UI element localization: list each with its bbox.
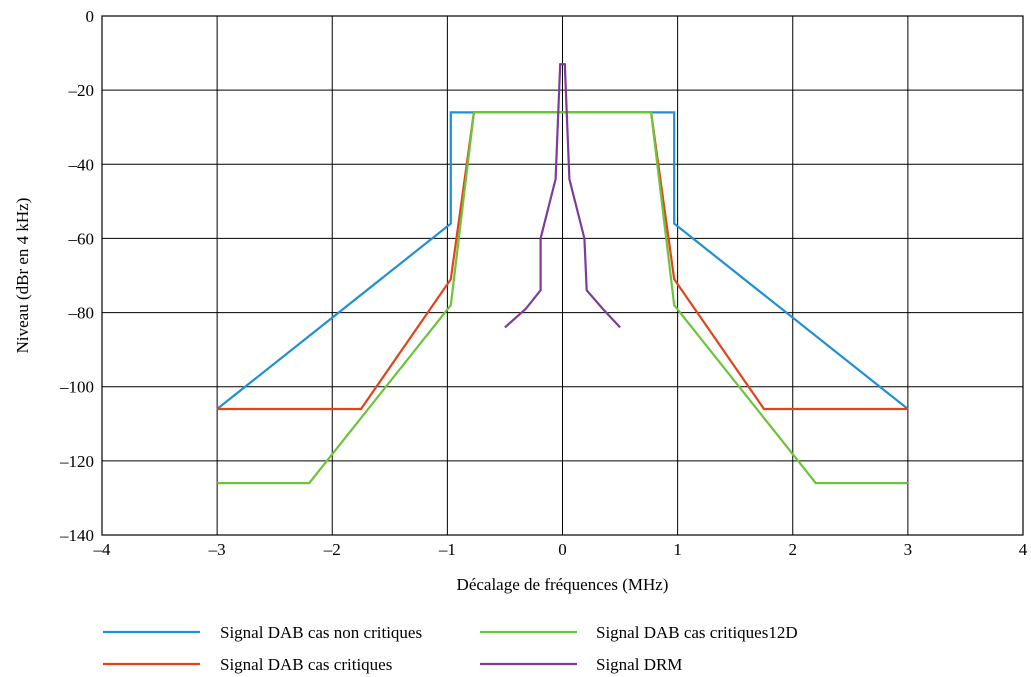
x-tick-label: –1 [438,540,456,559]
x-tick-label: 0 [558,540,567,559]
y-tick-label: –40 [68,155,95,174]
gridlines [101,15,1024,536]
x-tick-label: 1 [673,540,682,559]
y-tick-label: 0 [86,7,95,26]
x-tick-label: 4 [1019,540,1028,559]
x-tick-labels: –4 –3 –2 –1 0 1 2 3 4 [93,540,1028,559]
y-tick-labels: 0 –20 –40 –60 –80 –100 –120 –140 [59,7,94,545]
legend-label: Signal DRM [596,655,682,674]
y-tick-label: –140 [59,526,94,545]
x-tick-label: 3 [904,540,913,559]
x-axis-label: Décalage de fréquences (MHz) [457,575,669,594]
y-tick-label: –20 [68,81,95,100]
series-lines [216,63,909,485]
y-tick-label: –80 [68,304,95,323]
legend-label: Signal DAB cas non critiques [220,623,422,642]
series-line-signal-dab-cas-critiques12d [217,111,908,485]
y-tick-label: –120 [59,452,94,471]
y-axis-label: Niveau (dBr en 4 kHz) [13,198,32,354]
legend-label: Signal DAB cas critiques [220,655,392,674]
x-tick-label: –3 [208,540,226,559]
y-tick-label: –100 [59,378,94,397]
x-tick-label: 2 [789,540,798,559]
series-line-signal-drm [504,63,621,329]
y-tick-label: –60 [68,229,95,248]
legend-label: Signal DAB cas critiques12D [596,623,798,642]
x-tick-label: –4 [93,540,112,559]
plot-frame [101,15,1024,536]
legend: Signal DAB cas non critiques Signal DAB c… [103,623,798,674]
x-tick-label: –2 [323,540,341,559]
